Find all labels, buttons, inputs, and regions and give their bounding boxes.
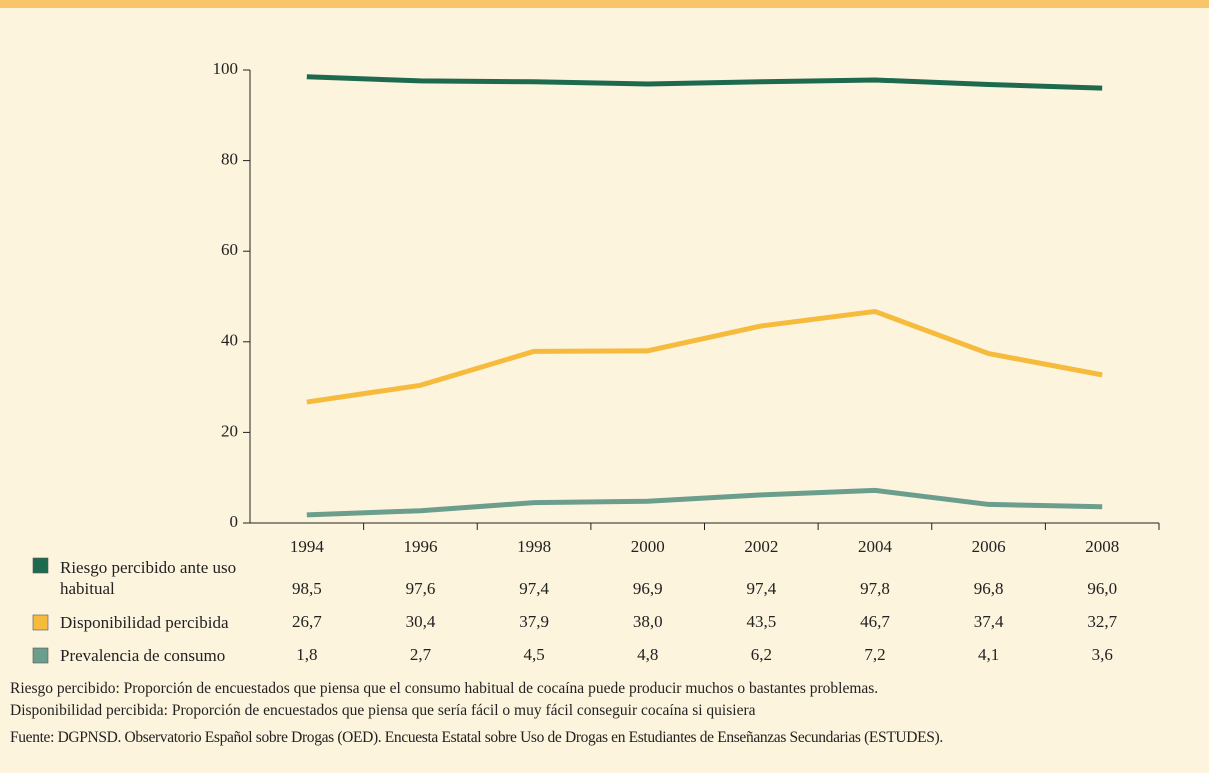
x-tick-label: 2004 xyxy=(858,537,893,556)
legend-swatch xyxy=(32,557,49,574)
value-label: 98,5 xyxy=(292,579,322,598)
y-tick-label: 60 xyxy=(221,240,238,259)
value-label: 97,8 xyxy=(860,579,890,598)
y-tick-label: 0 xyxy=(230,512,239,531)
value-label: 43,5 xyxy=(746,612,776,631)
y-tick-label: 40 xyxy=(221,331,238,350)
note: Riesgo percibido: Proporción de encuesta… xyxy=(10,680,879,697)
value-label: 4,1 xyxy=(978,645,999,664)
value-label: 97,6 xyxy=(406,579,436,598)
x-tick-label: 2002 xyxy=(744,537,778,556)
value-label: 38,0 xyxy=(633,612,663,631)
value-label: 4,8 xyxy=(637,645,658,664)
series-line xyxy=(306,308,1103,405)
legend-label: Prevalencia de consumo xyxy=(60,646,226,665)
legend-swatch xyxy=(32,647,49,664)
y-tick-label: 80 xyxy=(221,150,238,169)
legend-swatch xyxy=(32,614,49,631)
series-line xyxy=(306,487,1103,518)
value-label: 96,8 xyxy=(974,579,1004,598)
value-label: 37,4 xyxy=(974,612,1004,631)
value-label: 96,0 xyxy=(1087,579,1117,598)
x-tick-label: 2008 xyxy=(1085,537,1119,556)
value-label: 30,4 xyxy=(406,612,436,631)
y-tick-label: 100 xyxy=(213,59,239,78)
value-label: 37,9 xyxy=(519,612,549,631)
value-label: 96,9 xyxy=(633,579,663,598)
value-label: 97,4 xyxy=(519,579,549,598)
x-tick-label: 1994 xyxy=(290,537,325,556)
note: Disponibilidad percibida: Proporción de … xyxy=(10,702,756,719)
value-label: 7,2 xyxy=(864,645,885,664)
value-label: 32,7 xyxy=(1087,612,1117,631)
x-tick-label: 1998 xyxy=(517,537,551,556)
y-tick-label: 20 xyxy=(221,421,238,440)
value-label: 6,2 xyxy=(751,645,772,664)
value-label: 97,4 xyxy=(746,579,776,598)
x-tick-label: 2000 xyxy=(631,537,665,556)
value-label: 3,6 xyxy=(1092,645,1113,664)
legend-label: Disponibilidad percibida xyxy=(60,613,229,632)
series-line xyxy=(306,74,1103,91)
value-label: 2,7 xyxy=(410,645,432,664)
legend-label: Riesgo percibido ante uso habitual xyxy=(60,558,237,598)
value-label: 46,7 xyxy=(860,612,890,631)
x-tick-label: 1996 xyxy=(403,537,437,556)
value-label: 26,7 xyxy=(292,612,322,631)
top-bar xyxy=(0,0,1209,8)
x-tick-label: 2006 xyxy=(972,537,1006,556)
value-label: 1,8 xyxy=(296,645,317,664)
value-label: 4,5 xyxy=(523,645,544,664)
source: Fuente: DGPNSD. Observatorio Español sob… xyxy=(10,729,943,746)
